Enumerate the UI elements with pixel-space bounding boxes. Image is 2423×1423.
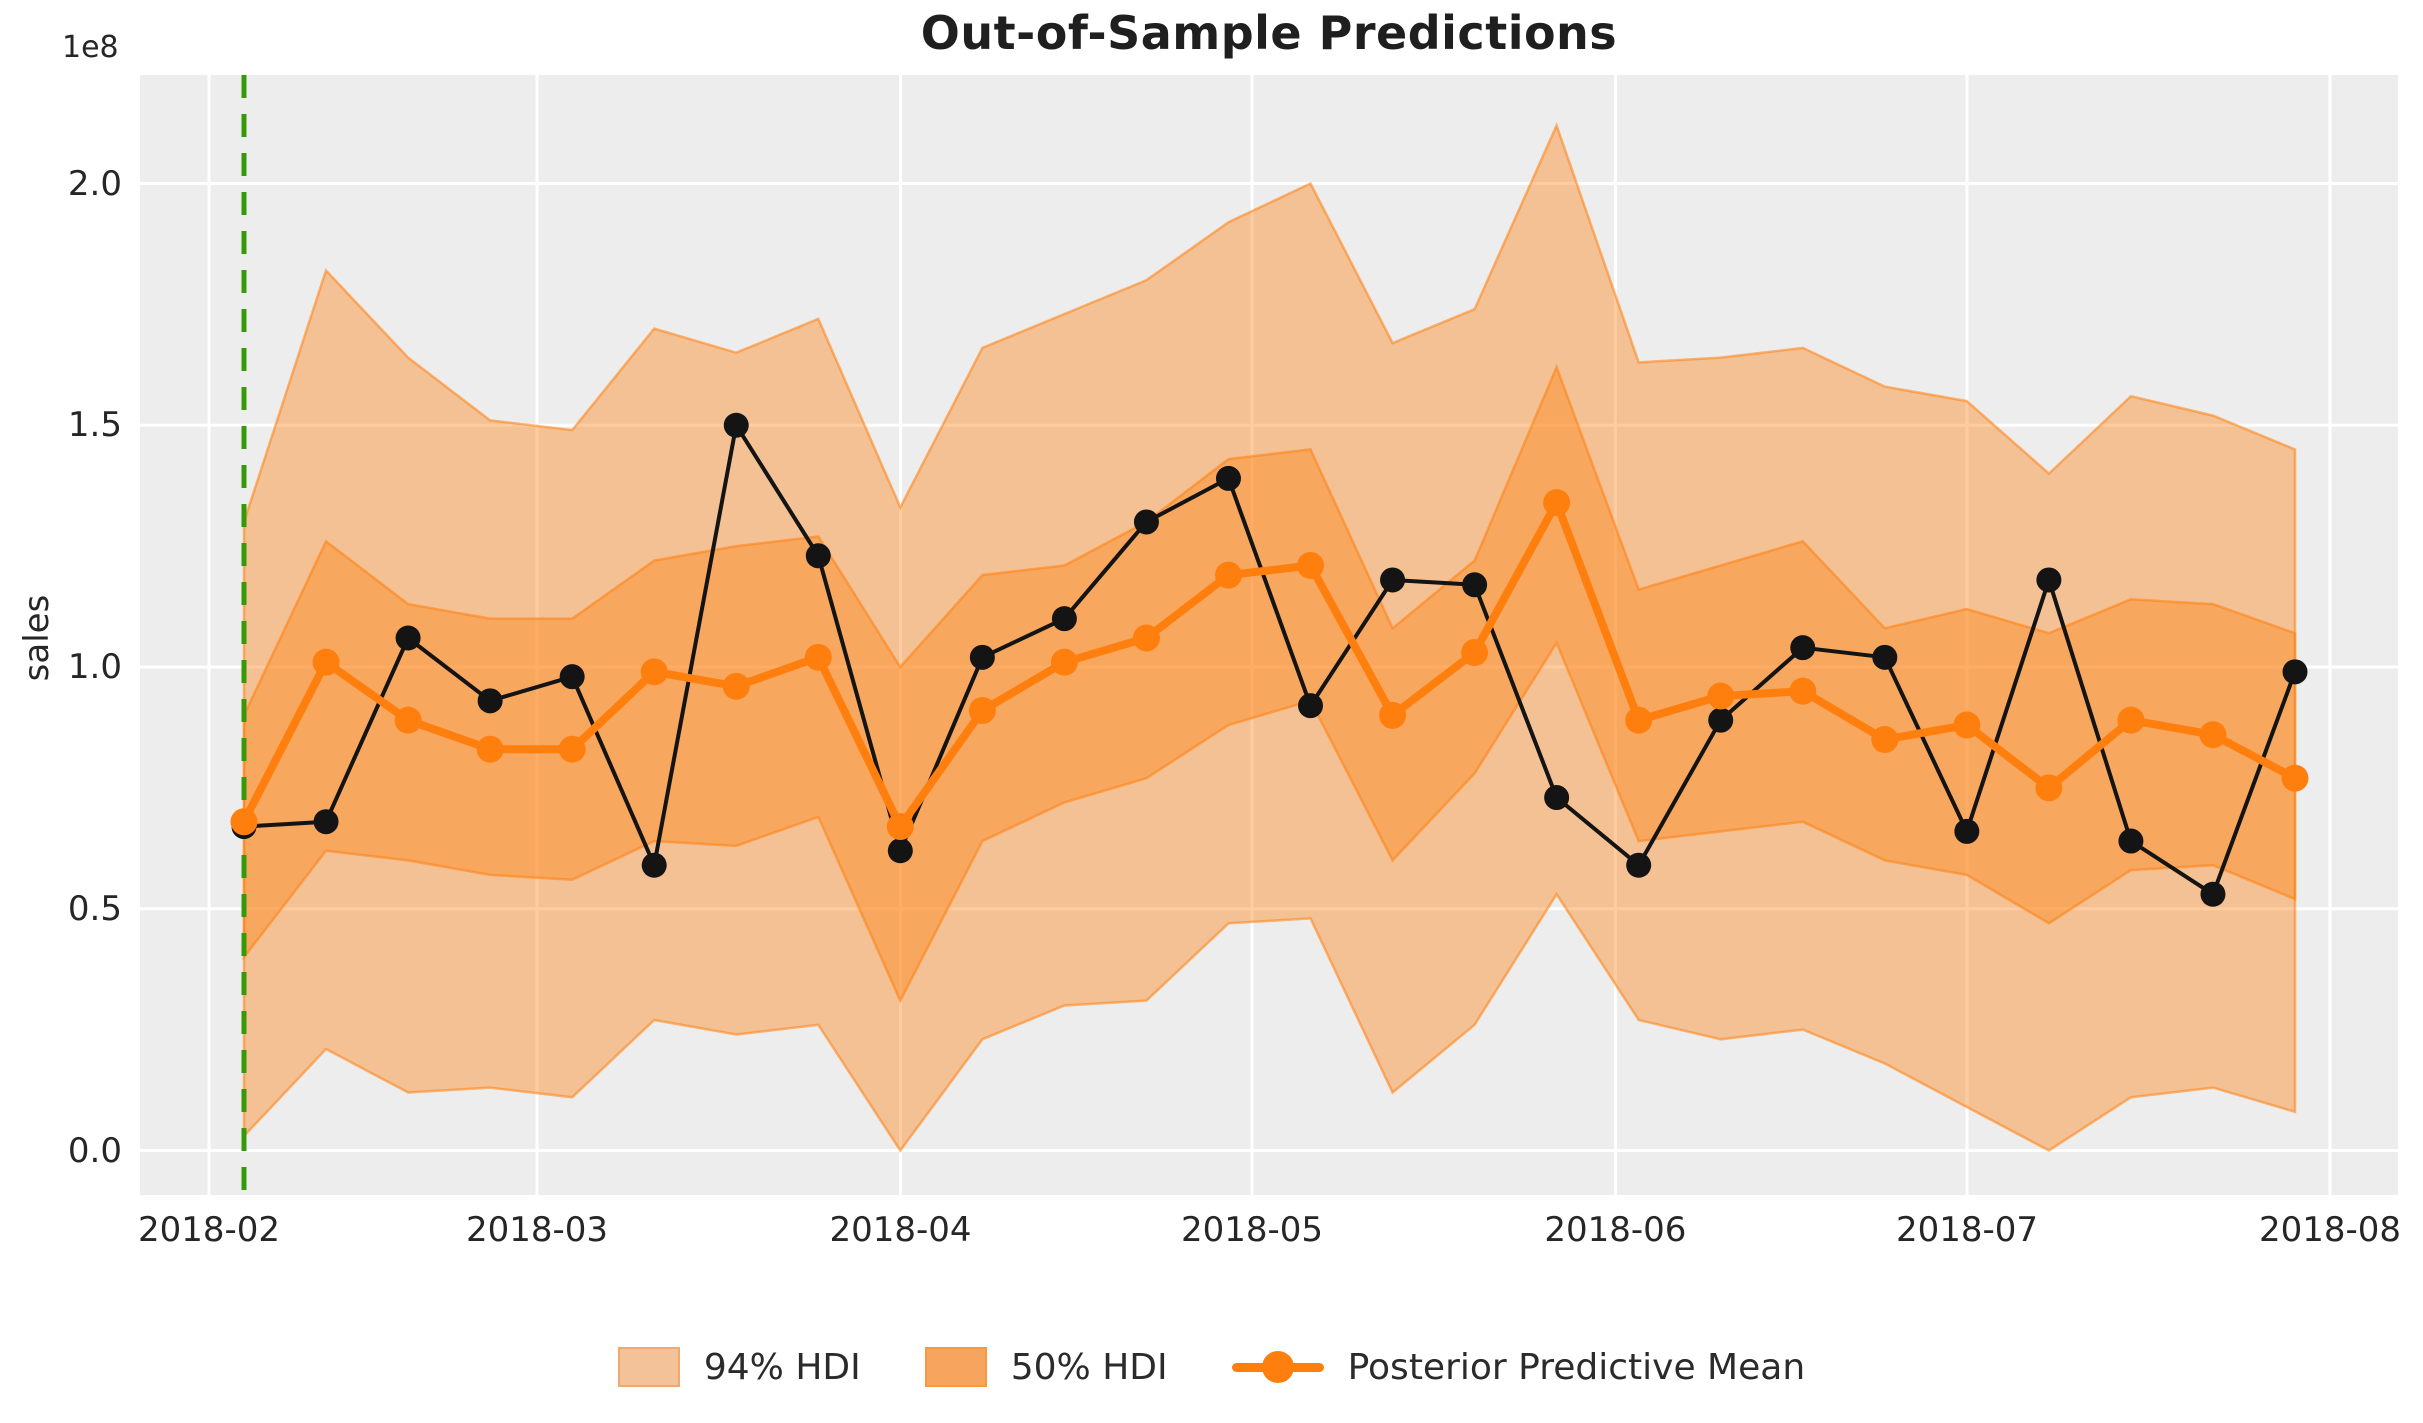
- x-tick-label: 2018-04: [829, 1210, 972, 1250]
- x-tick-label: 2018-07: [1895, 1210, 2039, 1250]
- observed-point: [1544, 785, 1570, 811]
- observed-point: [887, 838, 913, 864]
- y-tick-label: 0.5: [67, 888, 122, 929]
- observed-point: [2200, 881, 2226, 907]
- mean-point: [2199, 721, 2227, 749]
- mean-point: [1132, 624, 1160, 652]
- observed-point: [1298, 693, 1324, 719]
- mean-point: [804, 643, 832, 671]
- observed-point: [969, 644, 995, 670]
- observed-point: [2118, 828, 2144, 854]
- mean-point: [476, 735, 504, 763]
- observed-point: [805, 543, 831, 569]
- x-tick-label: 2018-02: [137, 1210, 281, 1250]
- observed-point: [1380, 567, 1406, 593]
- observed-point: [1051, 606, 1077, 632]
- y-tick-label: 0.0: [67, 1130, 122, 1171]
- mean-point: [1625, 706, 1653, 734]
- observed-point: [559, 664, 585, 690]
- legend-item-mean: Posterior Predictive Mean: [1231, 1346, 1806, 1388]
- x-tick-label: 2018-06: [1544, 1210, 1687, 1250]
- mean-point: [1297, 551, 1325, 579]
- mean-point: [394, 706, 422, 734]
- mean-point: [1789, 677, 1817, 705]
- plot-background: [140, 75, 2398, 1195]
- mean-point: [312, 648, 340, 676]
- observed-point: [2282, 659, 2308, 685]
- legend: 94% HDI 50% HDI Posterior Predictive Mea…: [0, 1336, 2423, 1398]
- mean-point: [1379, 701, 1407, 729]
- x-tick-label: 2018-08: [2258, 1210, 2402, 1250]
- mean-point: [1543, 489, 1571, 517]
- x-tick-label: 2018-03: [465, 1210, 609, 1250]
- mean-point: [558, 735, 586, 763]
- observed-sales-line: [243, 423, 2297, 897]
- y-tick-label: 1.0: [67, 647, 122, 687]
- mean-point: [1871, 726, 1899, 754]
- mean-point: [722, 672, 750, 700]
- observed-point: [1872, 644, 1898, 670]
- hdi-50-swatch-icon: [924, 1347, 987, 1387]
- mean-point: [1214, 561, 1242, 589]
- mean-point: [2035, 774, 2063, 802]
- mean-point: [968, 697, 996, 725]
- observed-point: [1462, 572, 1488, 598]
- observed-point: [2036, 567, 2062, 593]
- mean-point: [886, 813, 914, 841]
- legend-item-50-hdi: 50% HDI: [924, 1346, 1168, 1388]
- observed-point: [1954, 818, 1980, 844]
- y-tick-label: 1.5: [67, 405, 122, 446]
- chart-title: Out-of-Sample Predictions: [920, 6, 1618, 60]
- posterior-mean-line: [240, 498, 2297, 831]
- y-tick-label: 2.0: [67, 163, 122, 204]
- legend-item-94-hdi: 94% HDI: [617, 1346, 861, 1388]
- mean-point: [1953, 711, 1981, 739]
- hdi-94-band: [242, 122, 2297, 1153]
- mean-point: [1050, 648, 1078, 676]
- observed-point: [1215, 465, 1241, 491]
- observed-point: [1133, 509, 1159, 535]
- mean-point: [1707, 682, 1735, 710]
- observed-point: [313, 809, 339, 835]
- observed-point: [1626, 852, 1652, 878]
- mean-point: [640, 658, 668, 686]
- observed-point: [1708, 707, 1734, 733]
- observed-point: [641, 852, 667, 878]
- legend-label: 50% HDI: [1010, 1346, 1168, 1388]
- legend-label: 94% HDI: [703, 1346, 861, 1388]
- mean-point: [2117, 706, 2145, 734]
- x-tick-label: 2018-05: [1180, 1210, 1324, 1250]
- y-axis-offset-label: 1e8: [62, 30, 119, 65]
- observed-point: [723, 412, 749, 438]
- observed-point: [395, 625, 421, 651]
- hdi-50-band: [242, 363, 2297, 1004]
- mean-point: [2281, 764, 2309, 792]
- mean-line-swatch-icon: [1231, 1347, 1324, 1387]
- legend-label: Posterior Predictive Mean: [1347, 1346, 1806, 1388]
- mean-point: [1461, 638, 1489, 666]
- observed-point: [477, 688, 503, 714]
- observed-point: [1790, 635, 1816, 661]
- mean-point: [230, 808, 258, 836]
- hdi-94-swatch-icon: [617, 1347, 680, 1387]
